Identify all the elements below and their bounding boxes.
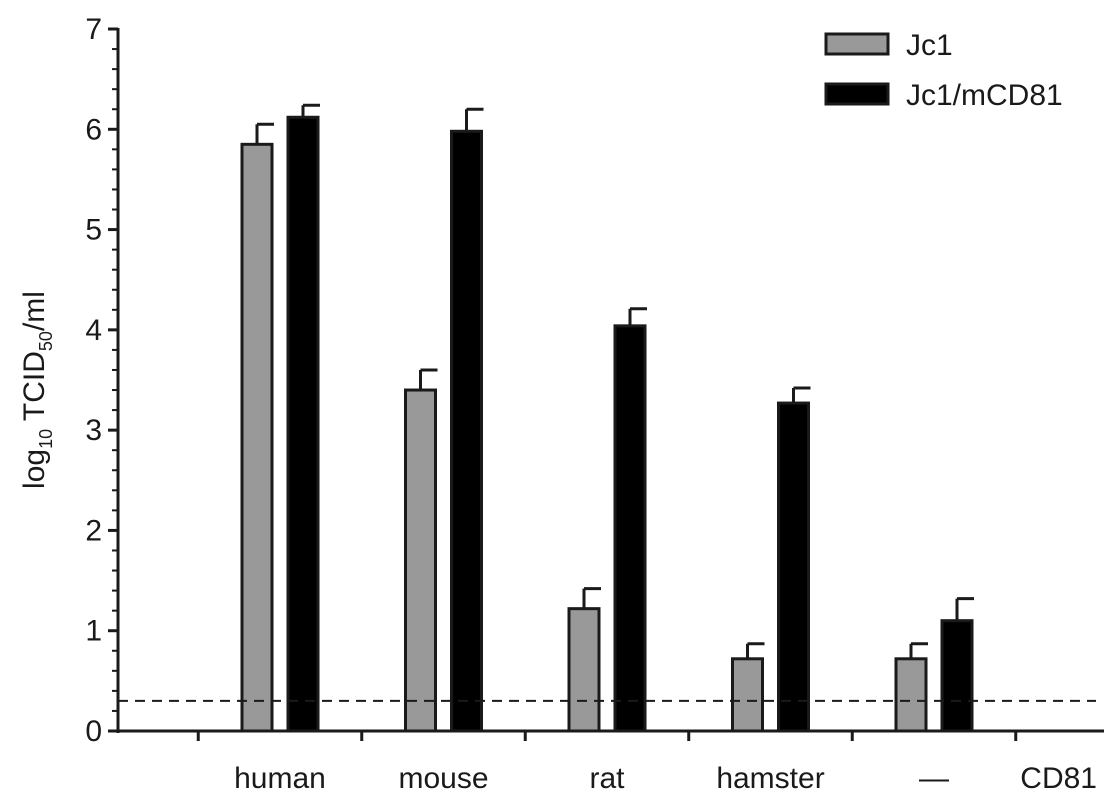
x-axis-label: CD81	[1020, 762, 1097, 795]
y-axis-label-sub2: 50	[36, 331, 56, 351]
svg-text:log10 TCID50/ml: log10 TCID50/ml	[18, 291, 56, 489]
x-category-label: mouse	[398, 762, 488, 795]
bar-jc1-0	[240, 142, 274, 733]
y-tick-label: 3	[85, 414, 102, 447]
y-axis-label-tail: /ml	[18, 291, 51, 331]
y-tick-label: 2	[85, 514, 102, 547]
y-tick-label: 5	[85, 214, 102, 247]
bar-jc1-mcd81-3	[777, 401, 810, 733]
bar-jc1-2	[567, 607, 601, 733]
y-tick-label: 0	[85, 715, 102, 748]
y-tick-label: 6	[85, 113, 102, 146]
bar-jc1-4	[894, 657, 928, 733]
x-category-label: hamster	[716, 762, 824, 795]
legend-swatch-0	[824, 32, 890, 56]
bar-jc1-mcd81-1	[450, 129, 483, 733]
x-category-label: rat	[589, 762, 625, 795]
bar-jc1-mcd81-0	[286, 115, 320, 733]
bar-jc1-mcd81-4	[940, 619, 974, 733]
y-tick-label: 7	[85, 13, 102, 46]
bar-jc1-1	[404, 388, 437, 733]
bar-jc1-3	[731, 657, 764, 733]
y-axis-label-sub1: 10	[36, 429, 56, 449]
y-tick-label: 4	[85, 314, 102, 347]
x-category-label: —	[919, 762, 949, 795]
y-axis-label: log10 TCID50/ml	[18, 291, 56, 489]
plot-area: 0 1 2 3 4 5 6 7 human mouse rat hamster — CD81 Jc1 Jc1/…	[85, 13, 1104, 795]
legend-label-1: Jc1/mCD81	[906, 79, 1063, 112]
legend-label-0: Jc1	[906, 29, 953, 62]
y-axis-label-main: log	[18, 449, 51, 489]
legend-swatch-1	[824, 82, 890, 106]
y-axis-label-mid: TCID	[18, 351, 51, 429]
y-tick-label: 1	[85, 615, 102, 648]
bar-jc1-mcd81-2	[613, 324, 647, 733]
x-category-label: human	[234, 762, 326, 795]
